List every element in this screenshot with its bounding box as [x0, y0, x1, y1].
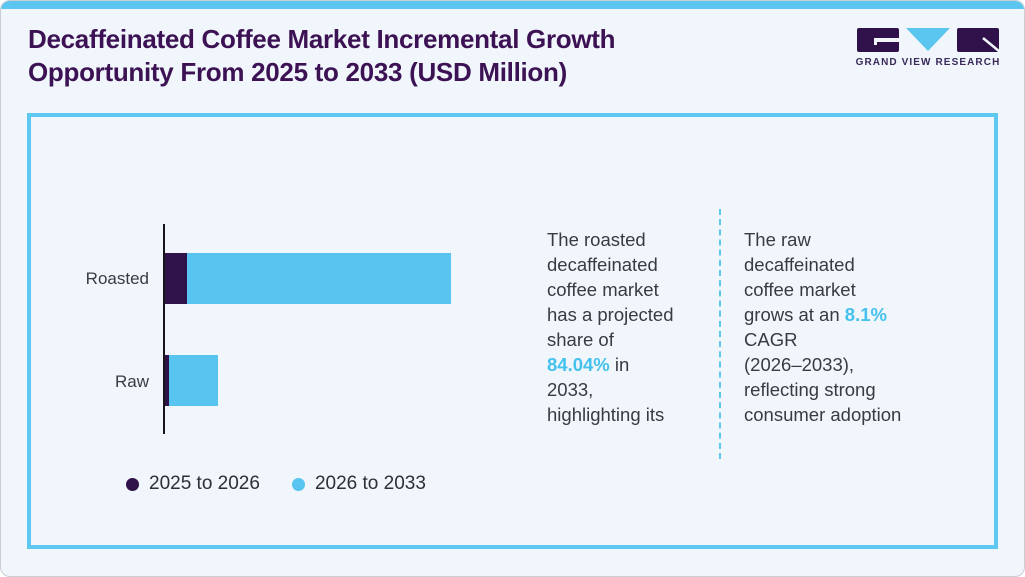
annotation-roasted-text: The roasted decaffeinated coffee market … — [547, 229, 674, 350]
chart-panel: Roasted Raw 2025 to 2026 2026 to 2033 Th… — [27, 113, 998, 549]
brand-logo-text: GRAND VIEW RESEARCH — [855, 57, 1001, 68]
legend-dot-icon — [291, 477, 305, 491]
legend-label: 2026 to 2033 — [314, 473, 426, 494]
brand-logo-icon — [857, 28, 999, 53]
bar-roasted-segment-2026-2033 — [187, 253, 451, 304]
annotation-raw: The raw decaffeinated coffee market grow… — [744, 227, 940, 427]
annotation-roasted-text: in 2033, highlighting its — [547, 354, 665, 425]
bar-roasted-segment-2025-2026 — [165, 253, 187, 304]
annotation-roasted-highlight: 84.04% — [547, 354, 610, 375]
dashed-divider — [719, 209, 721, 459]
legend-item-2026-2033: 2026 to 2033 — [291, 473, 426, 495]
category-label-roasted: Roasted — [85, 269, 149, 288]
annotation-raw-text: The raw decaffeinated coffee market grow… — [744, 229, 856, 325]
bar-raw-segment-2026-2033 — [169, 355, 218, 406]
bar-roasted — [165, 253, 451, 304]
legend-item-2025-2026: 2025 to 2026 — [126, 473, 260, 495]
category-label-raw: Raw — [114, 372, 149, 391]
annotation-raw-text: CAGR (2026–2033), reflecting strong cons… — [744, 329, 902, 425]
brand-logo: GRAND VIEW RESEARCH — [854, 28, 1002, 68]
page-title: Decaffeinated Coffee Market Incremental … — [28, 24, 616, 87]
bar-raw — [165, 355, 218, 406]
chart-y-axis-line — [163, 224, 165, 434]
legend-label: 2025 to 2026 — [149, 473, 260, 494]
bar-raw-segment-2025-2026 — [165, 355, 169, 406]
annotation-raw-highlight: 8.1% — [844, 304, 887, 325]
chart-legend: 2025 to 2026 2026 to 2033 — [126, 473, 426, 495]
top-accent-bar — [1, 1, 1024, 9]
legend-dot-icon — [126, 477, 139, 491]
annotation-roasted: The roasted decaffeinated coffee market … — [547, 227, 717, 427]
